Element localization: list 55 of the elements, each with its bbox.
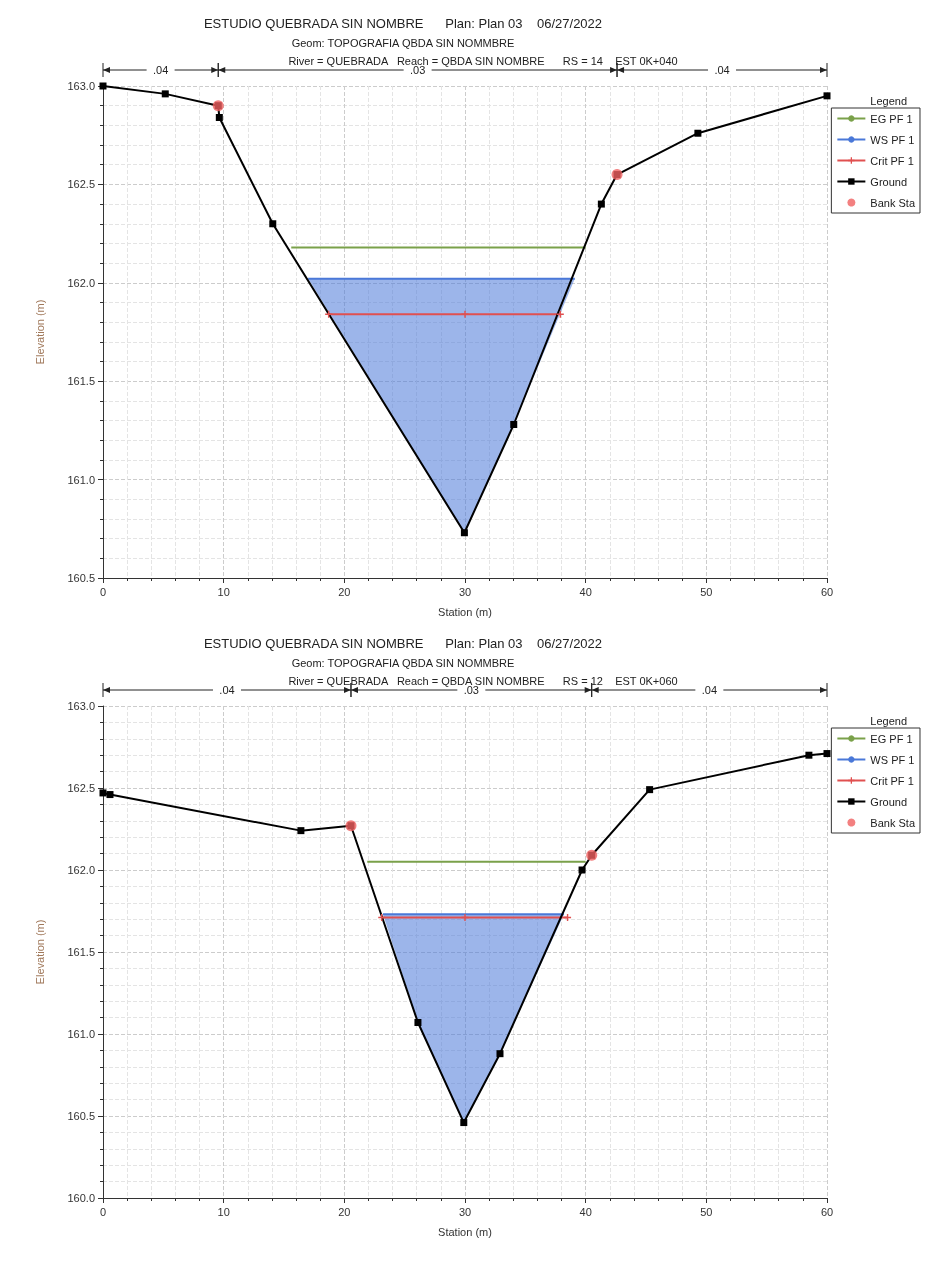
legend-title: Legend bbox=[870, 714, 908, 727]
y-tick-label: 161.0 bbox=[67, 1028, 95, 1040]
x-tick-label: 60 bbox=[820, 1205, 834, 1218]
x-tick-label: 30 bbox=[458, 1205, 472, 1218]
y-tick-label: 162.0 bbox=[67, 276, 95, 289]
y-tick-label: 160.5 bbox=[67, 572, 95, 584]
y-tick-label: 163.0 bbox=[67, 700, 95, 712]
legend-label: EG PF 1 bbox=[870, 732, 913, 745]
text: .04 bbox=[219, 684, 235, 696]
x-tick-label: 50 bbox=[700, 585, 713, 598]
x-axis-title: Station (m) bbox=[438, 605, 492, 618]
chart-title: ESTUDIO QUEBRADA SIN NOMBRE Plan: Plan 03 06/27/2022 bbox=[203, 16, 603, 31]
text: .04 bbox=[714, 64, 730, 76]
legend-label: WS PF 1 bbox=[870, 133, 915, 146]
x-tick-label: 50 bbox=[700, 1205, 713, 1218]
legend-label: Ground bbox=[870, 175, 908, 188]
y-tick-label: 160.0 bbox=[67, 1192, 95, 1204]
x-axis-title: Station (m) bbox=[438, 1225, 492, 1238]
chart-subtitle: Geom: TOPOGRAFIA QBDA SIN NOMMBRE bbox=[291, 36, 515, 49]
x-tick-label: 40 bbox=[579, 585, 592, 598]
legend-label: Crit PF 1 bbox=[870, 774, 914, 787]
text: .04 bbox=[152, 64, 169, 76]
chart-subtitle: Geom: TOPOGRAFIA QBDA SIN NOMMBRE bbox=[291, 656, 515, 669]
x-tick-label: 20 bbox=[338, 1205, 351, 1218]
text: .04 bbox=[701, 684, 717, 696]
chart-title: ESTUDIO QUEBRADA SIN NOMBRE Plan: Plan 03 06/27/2022 bbox=[203, 636, 603, 651]
y-axis-title: Elevation (m) bbox=[33, 299, 46, 365]
x-tick-label: 0 bbox=[99, 1205, 107, 1218]
text: .03 bbox=[463, 684, 479, 696]
x-tick-label: 10 bbox=[217, 1205, 230, 1218]
x-tick-label: 20 bbox=[338, 585, 351, 598]
x-tick-label: 30 bbox=[458, 585, 472, 598]
y-tick-label: 161.5 bbox=[67, 946, 95, 958]
legend-label: EG PF 1 bbox=[870, 112, 913, 125]
legend-label: Bank Sta bbox=[870, 816, 916, 829]
y-tick-label: 161.0 bbox=[67, 473, 95, 486]
text: River = QUEBRADA Reach = QBDA SIN NOMBRE RS = 14 EST 0K+040 bbox=[288, 54, 678, 67]
text: .03 bbox=[409, 64, 426, 76]
y-tick-label: 162.5 bbox=[67, 782, 95, 794]
text: River = QUEBRADA Reach = QBDA SIN NOMBRE RS = 12 EST 0K+060 bbox=[288, 674, 678, 687]
y-tick-label: 162.5 bbox=[67, 178, 95, 191]
legend-label: Ground bbox=[870, 795, 908, 808]
y-tick-label: 160.5 bbox=[67, 1110, 95, 1122]
y-tick-label: 163.0 bbox=[67, 80, 95, 92]
legend-title: Legend bbox=[870, 94, 908, 107]
y-tick-label: 162.0 bbox=[67, 864, 95, 876]
x-tick-label: 0 bbox=[99, 585, 107, 598]
legend-label: WS PF 1 bbox=[870, 753, 915, 766]
legend-label: Crit PF 1 bbox=[870, 154, 914, 167]
y-tick-label: 161.5 bbox=[67, 375, 95, 388]
y-axis-title: Elevation (m) bbox=[33, 919, 46, 985]
x-tick-label: 40 bbox=[579, 1205, 592, 1218]
legend-label: Bank Sta bbox=[870, 196, 916, 209]
x-tick-label: 10 bbox=[217, 585, 230, 598]
x-tick-label: 60 bbox=[820, 585, 834, 598]
